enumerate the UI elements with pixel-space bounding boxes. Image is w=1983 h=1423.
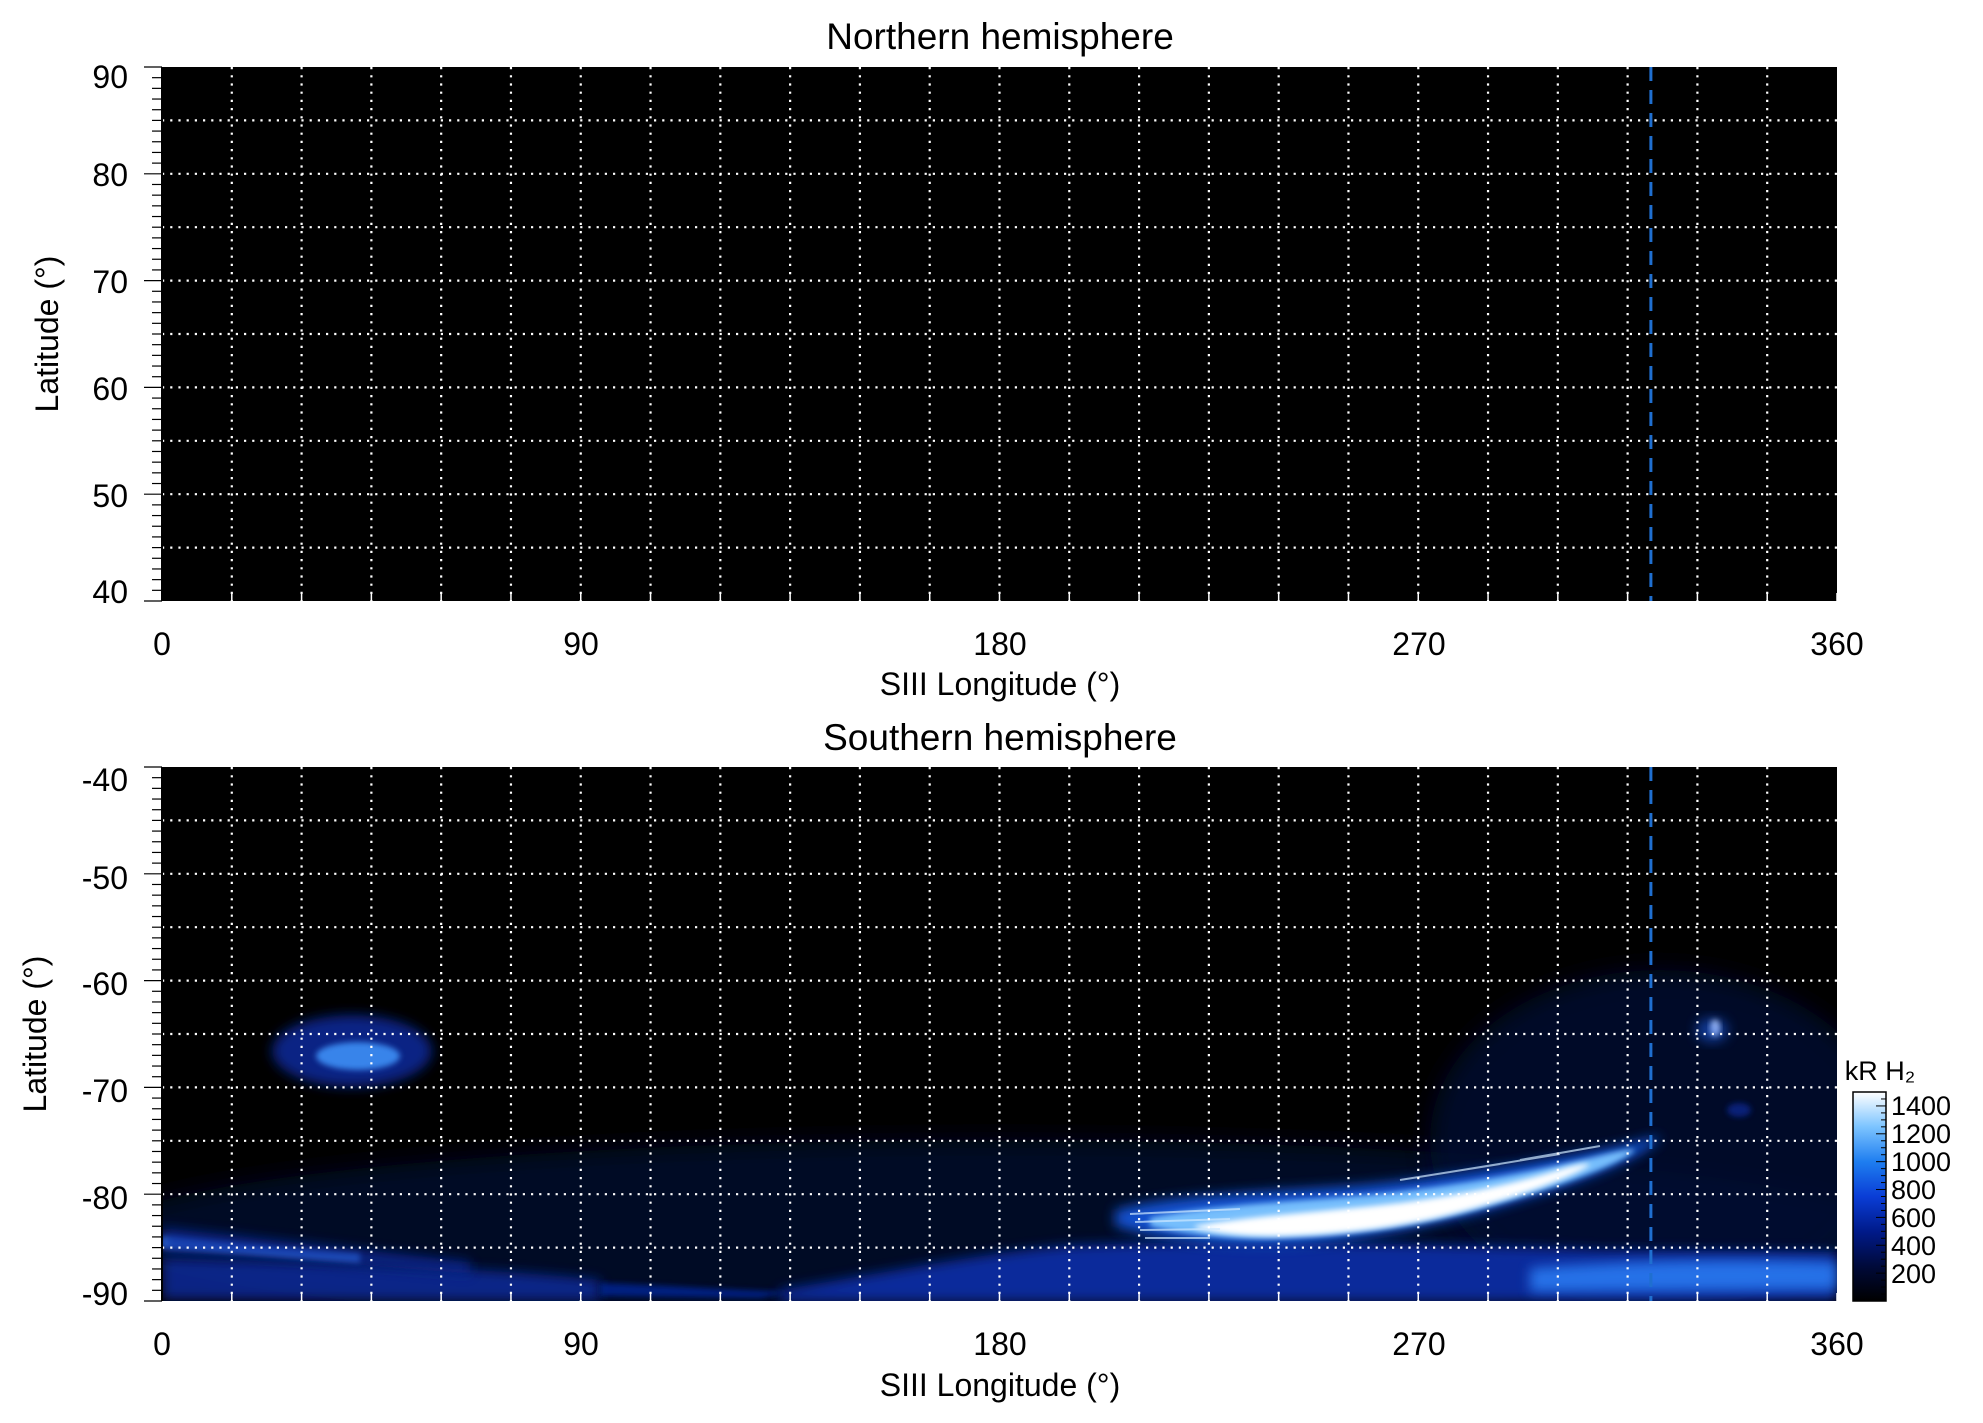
colorbar-gradient [1852,1091,1887,1302]
south-ytick-label-neg90: -90 [82,1276,128,1312]
north-xlabel: SIII Longitude (°) [880,666,1120,702]
north-ytick-label-80: 80 [92,157,128,193]
north-ytick-label-40: 40 [92,574,128,610]
north-title: Northern hemisphere [826,16,1174,57]
colorbar-tick-label-600: 600 [1891,1203,1936,1233]
colorbar-tick-label-200: 200 [1891,1259,1936,1289]
south-x-minor-ticks [161,1293,1838,1301]
colorbar-minor-ticks [1876,1098,1886,1295]
north-xtick-label-360: 360 [1810,626,1863,662]
emission-arc-core [1195,1164,1590,1237]
colorbar-tick-label-400: 400 [1891,1231,1936,1261]
south-xtick-label-180: 180 [973,1326,1026,1362]
north-ytick-label-50: 50 [92,478,128,514]
emission-polar-band-east-bright [1530,1260,1837,1292]
emission-polar-band-west [162,1258,600,1300]
south-xtick-label-270: 270 [1392,1326,1445,1362]
emission-faint-spot [1727,1103,1751,1117]
north-xtick-label-90: 90 [563,626,599,662]
south-ytick-label-neg70: -70 [82,1073,128,1109]
south-xtick-label-360: 360 [1810,1326,1863,1362]
north-ytick-label-70: 70 [92,264,128,300]
emission-blob-inner [316,1042,400,1070]
south-ytick-label-neg50: -50 [82,860,128,896]
colorbar-tick-label-1000: 1000 [1891,1147,1951,1177]
emission-spot-halo [1696,1018,1728,1042]
north-x-minor-ticks [161,593,1838,601]
colorbar-tick-label-800: 800 [1891,1175,1936,1205]
south-xtick-label-0: 0 [153,1326,171,1362]
north-xtick-label-0: 0 [153,626,171,662]
colorbar-tick-label-1400: 1400 [1891,1091,1951,1121]
emission-west-band-outer [162,1228,470,1274]
north-ytick-label-90: 90 [92,59,128,95]
colorbar: kR H₂ 200 400 600 800 1000 1200 1400 [1845,1056,1951,1302]
south-xlabel: SIII Longitude (°) [880,1367,1120,1403]
north-ytick-label-60: 60 [92,371,128,407]
emission-arc-streaks [1129,1145,1601,1239]
north-grid [162,67,1837,601]
north-xtick-label-270: 270 [1392,626,1445,662]
panel-southern: Southern hemisphere [17,717,1951,1403]
south-ylabel: Latitude (°) [17,956,53,1113]
north-xtick-label-180: 180 [973,626,1026,662]
south-xtick-label-90: 90 [563,1326,599,1362]
colorbar-tick-label-1200: 1200 [1891,1119,1951,1149]
south-ytick-label-neg80: -80 [82,1180,128,1216]
south-title: Southern hemisphere [823,717,1177,758]
north-ylabel: Latitude (°) [29,256,65,413]
emission-diffuse-east [1430,970,1837,1301]
south-ytick-label-neg60: -60 [82,966,128,1002]
north-y-minor-ticks [144,66,162,602]
south-grid [162,767,1837,1301]
south-ytick-label-neg40: -40 [82,762,128,798]
colorbar-label: kR H₂ [1845,1056,1915,1086]
south-y-minor-ticks [144,766,162,1302]
panel-northern: Northern hemisphere 90 80 70 60 50 40 0 … [29,16,1864,702]
emission-polar-band-wedge [600,1283,790,1298]
